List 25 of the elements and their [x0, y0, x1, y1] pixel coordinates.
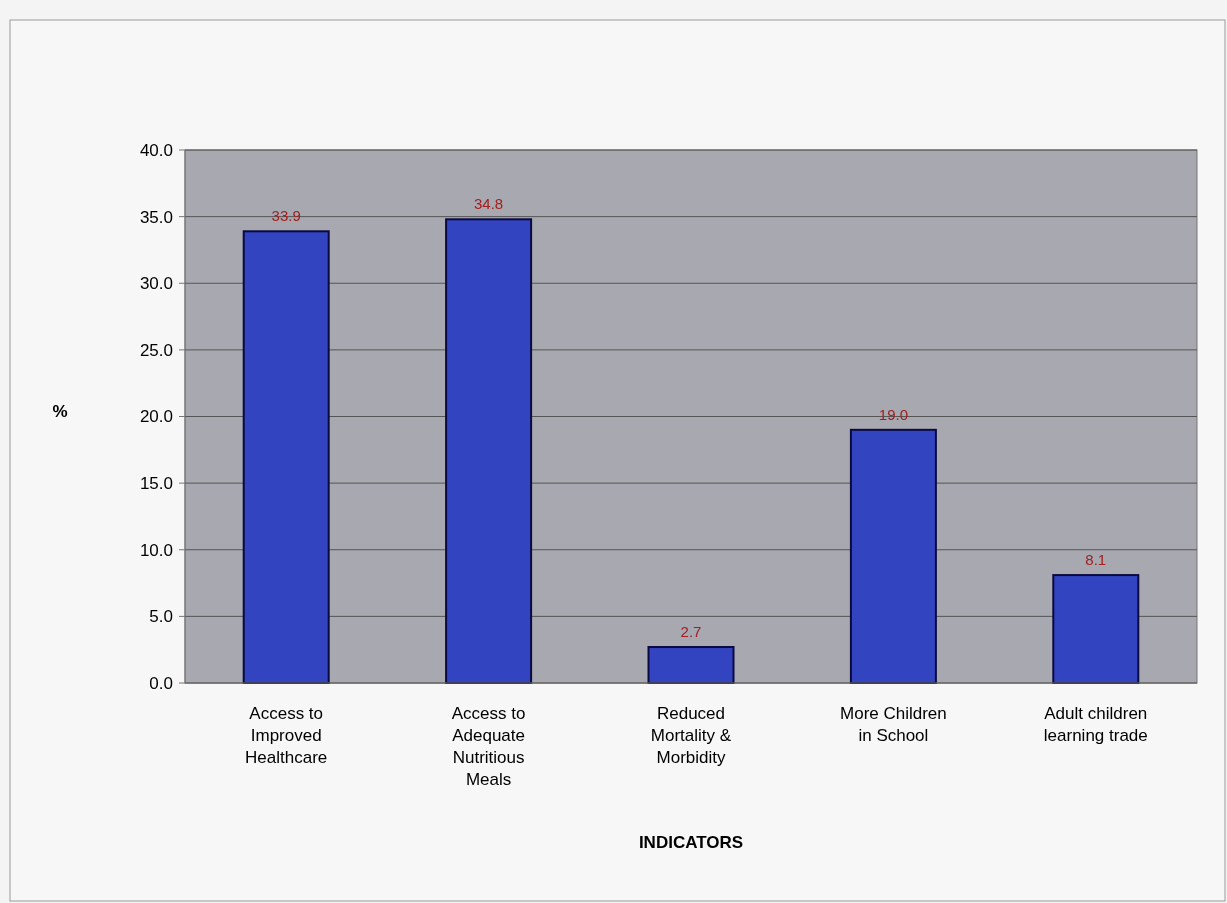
- y-tick-label: 25.0: [139, 340, 173, 360]
- x-tick-label: Reduced Mortality & Morbidity: [650, 704, 732, 767]
- data-label: 33.9: [271, 207, 301, 225]
- bar: [849, 428, 937, 684]
- x-tick-label: Access to Improved Healthcare: [245, 704, 328, 767]
- y-tick-label: 20.0: [139, 407, 173, 427]
- bar: [647, 646, 735, 684]
- x-axis-title: INDICATORS: [638, 833, 744, 852]
- data-label: 34.8: [474, 195, 504, 213]
- data-label: 8.1: [1085, 551, 1107, 569]
- data-label: 2.7: [680, 623, 702, 641]
- y-tick-label: 40.0: [139, 140, 173, 160]
- bar: [242, 230, 330, 684]
- y-axis-title: %: [52, 401, 68, 421]
- bar: [1052, 574, 1140, 684]
- bar: [445, 218, 533, 684]
- x-tick-label: Adult children learning trade: [1043, 704, 1148, 745]
- x-tick-label: More Children in School: [840, 704, 947, 745]
- y-tick-label: 30.0: [139, 274, 173, 294]
- y-tick-label: 15.0: [139, 474, 173, 494]
- y-tick-label: 5.0: [149, 607, 173, 627]
- y-tick-label: 10.0: [139, 540, 173, 560]
- x-tick-label: Access to Adequate Nutritious Meals: [451, 704, 526, 789]
- y-tick-label: 0.0: [149, 673, 173, 693]
- y-tick-label: 35.0: [139, 207, 173, 227]
